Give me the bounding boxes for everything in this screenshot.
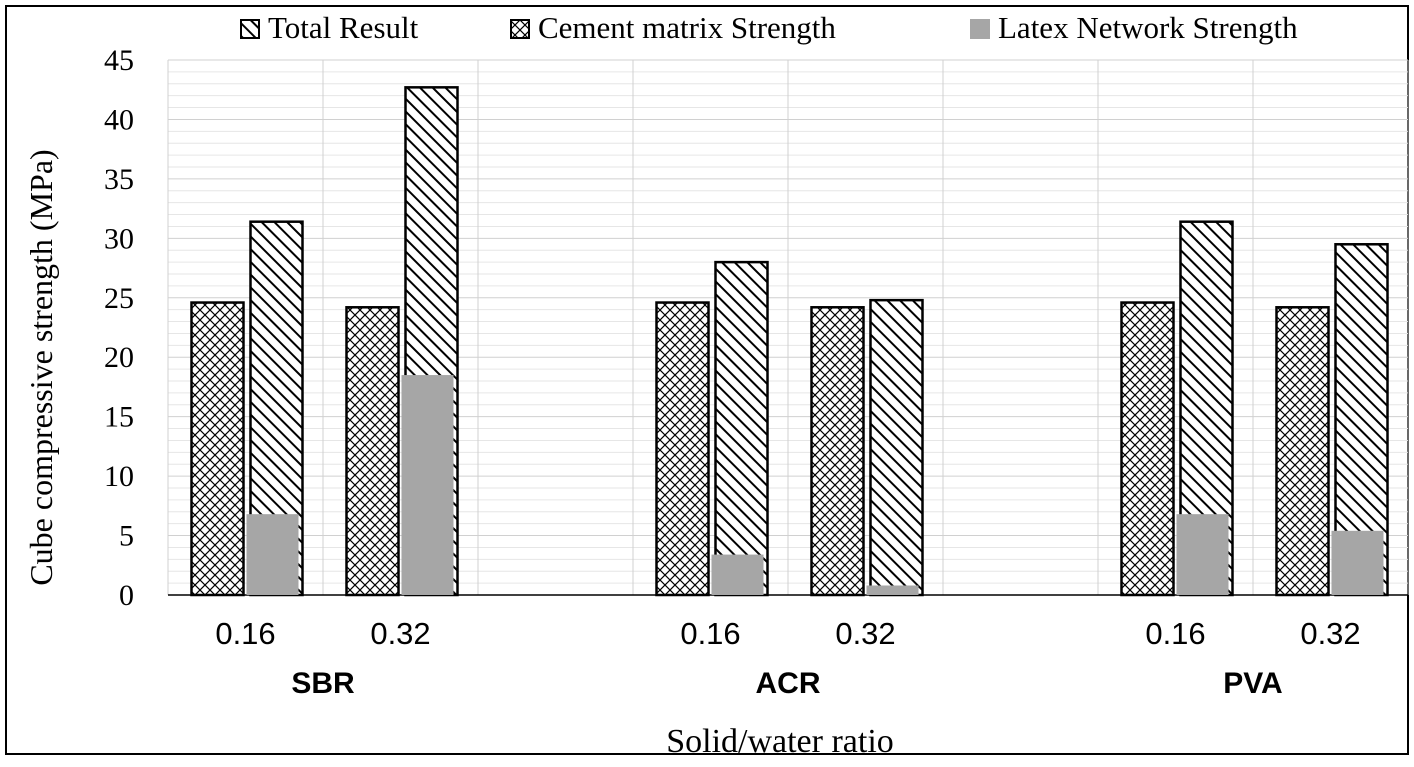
bar-latex-network-strength [711,554,764,595]
group-label: PVA [1223,667,1282,700]
x-axis-title: Solid/water ratio [666,723,894,760]
x-tick-label: 0.16 [1145,616,1205,651]
labels: 0.16 0.32 SBR 0.16 0.32 ACR 0.16 0.32 PVA [215,616,1360,700]
bar-latex-network-strength [401,375,454,595]
bar-cement-matrix-strength [810,306,865,597]
y-axis-title: Cube compressive strength (MPa) [23,149,59,585]
x-tick-label: 0.32 [835,616,895,651]
legend-label: Latex Network Strength [998,10,1298,45]
y-tick-label: 0 [119,579,134,612]
group-label: SBR [291,667,355,700]
legend-swatch-total [240,19,260,39]
bar-latex-network-strength [246,514,299,595]
bar-total-result [714,260,769,597]
y-tick-label: 30 [104,222,134,255]
legend-swatch-cement [510,19,530,39]
bar-latex-network-strength [866,585,919,595]
legend-label: Cement matrix Strength [538,10,836,45]
y-tick-label: 40 [104,103,134,136]
legend-swatch-latex [970,19,990,39]
legend-label: Total Result [268,10,419,45]
x-tick-label: 0.32 [1300,616,1360,651]
y-tick-label: 10 [104,460,134,493]
bar-cement-matrix-strength [1275,306,1330,597]
bar-cement-matrix-strength [345,306,400,597]
bar-cement-matrix-strength [655,301,710,597]
x-tick-label: 0.16 [215,616,275,651]
legend: Total Result Cement matrix Strength Latex … [240,10,1298,45]
y-tick-label: 35 [104,163,134,196]
x-tick-label: 0.16 [680,616,740,651]
y-tick-label: 20 [104,341,134,374]
bar-total-result [869,298,924,597]
bars [190,86,1389,597]
bar-latex-network-strength [1176,514,1229,595]
x-tick-label: 0.32 [370,616,430,651]
bar-cement-matrix-strength [190,301,245,597]
y-tick-label: 5 [119,520,134,553]
y-tick-label: 45 [104,44,134,77]
y-tick-label: 15 [104,401,134,434]
y-tick-label: 25 [104,282,134,315]
bar-latex-network-strength [1331,530,1384,595]
bar-cement-matrix-strength [1120,301,1175,597]
group-label: ACR [756,667,821,700]
